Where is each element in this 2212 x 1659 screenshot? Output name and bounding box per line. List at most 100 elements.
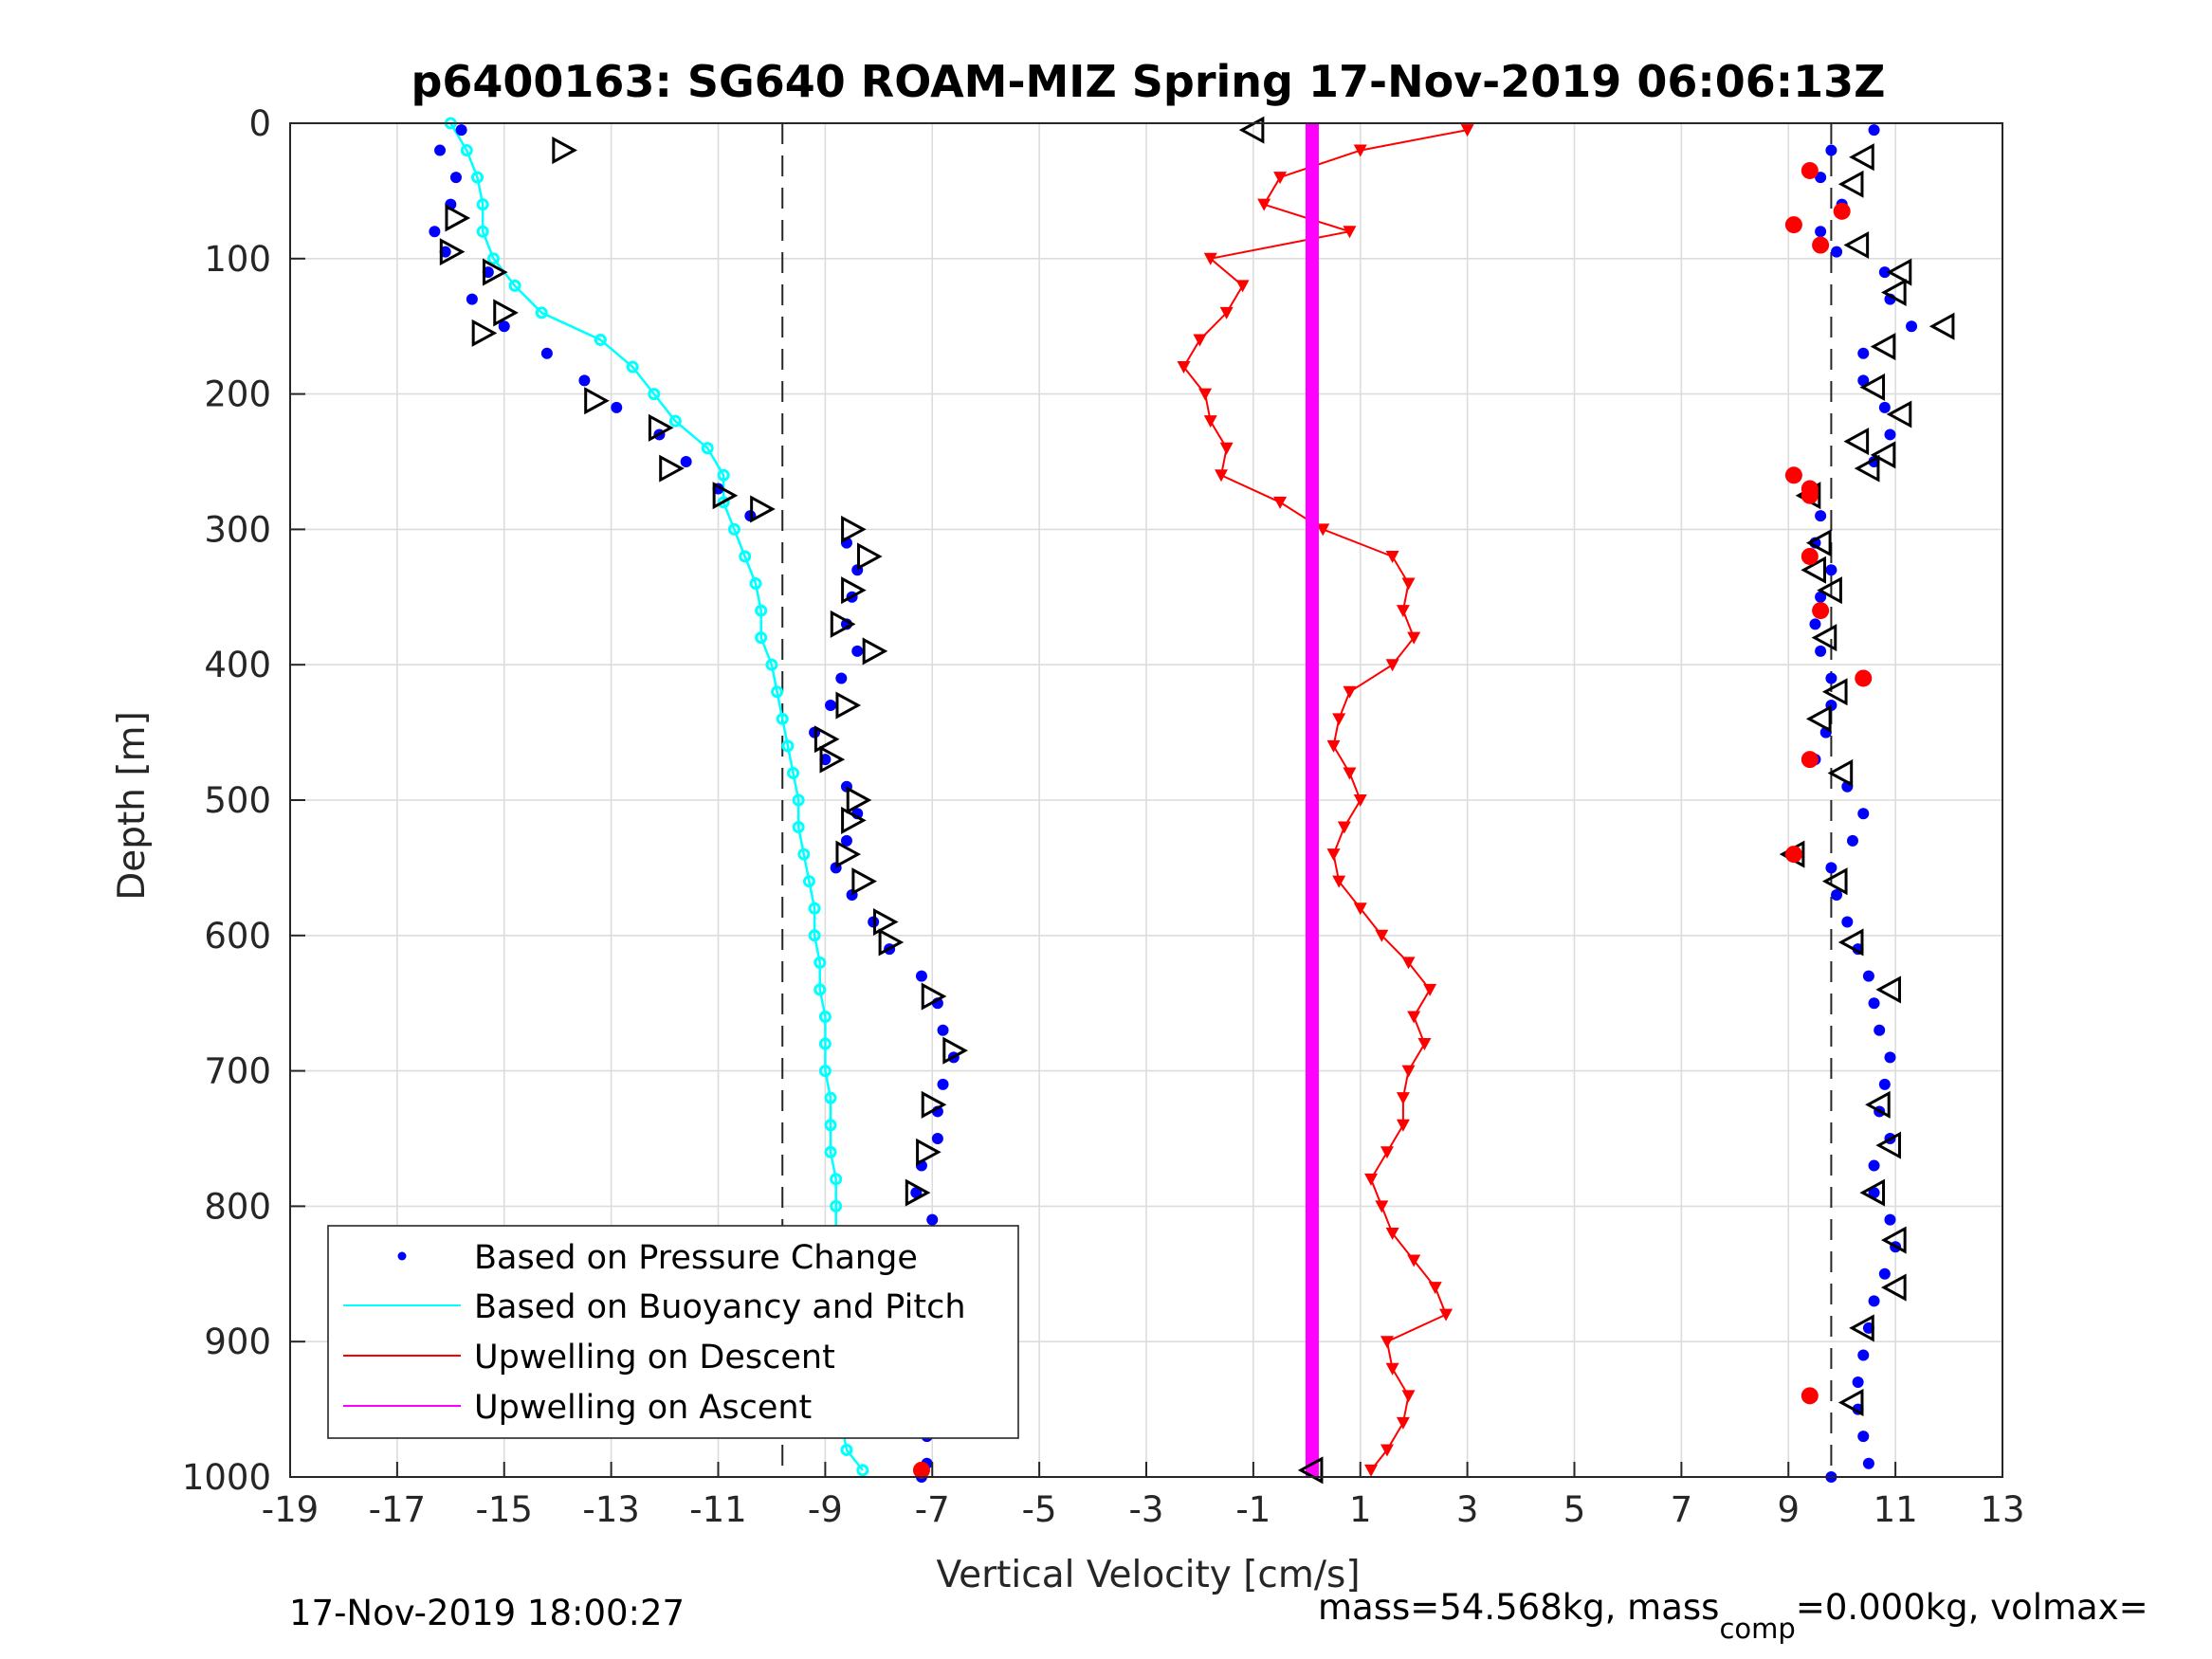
- buoyancy-point: [818, 1065, 832, 1078]
- descent-triangle-marker: [921, 982, 947, 1011]
- upwelling-descent-point: [1396, 1416, 1410, 1430]
- pressure-descent-point: [931, 1133, 943, 1144]
- ascent-triangle-marker: [1880, 1226, 1907, 1254]
- upwelling-descent-point: [1353, 902, 1367, 916]
- ascent-triangle-marker: [1859, 1178, 1886, 1207]
- buoyancy-point: [787, 766, 800, 779]
- upwelling-descent-point: [1375, 929, 1389, 942]
- buoyancy-point: [856, 1464, 869, 1477]
- buoyancy-point: [781, 739, 795, 753]
- descent-triangle-marker: [552, 137, 577, 165]
- y-tick-label: 0: [248, 103, 271, 144]
- tick-layer: -19 -17 -15 -13 -11 -9 -7 -5 -3 -1 1 3 5 7 9 11 13010020…: [182, 103, 2025, 1530]
- ascent-triangle-marker: [1843, 428, 1870, 456]
- pressure-ascent-point: [1862, 1457, 1874, 1469]
- x-tick-label: 13: [1980, 1489, 2024, 1530]
- buoyancy-point: [840, 1443, 853, 1456]
- ascent-triangle-marker: [1821, 678, 1848, 706]
- ascent-triangle-marker: [1880, 278, 1907, 307]
- mass-prefix: mass=54.568kg, mass: [1318, 1587, 1719, 1628]
- pressure-descent-point: [910, 1187, 923, 1199]
- pressure-ascent-point: [1815, 510, 1827, 522]
- upwelling-descent-point: [1219, 442, 1234, 455]
- buoyancy-point: [797, 848, 811, 861]
- pressure-descent-point: [915, 970, 927, 982]
- descent-triangle-marker: [905, 1178, 931, 1207]
- upwelling-descent-point: [1203, 415, 1217, 428]
- descent-triangle-marker: [841, 806, 867, 834]
- y-tick-label: 500: [204, 780, 271, 821]
- ascent-triangle-marker: [1870, 441, 1896, 469]
- buoyancy-point: [818, 1010, 832, 1023]
- descent-triangle-marker: [819, 745, 846, 774]
- upwelling-descent-point: [1353, 144, 1367, 157]
- red-point-marker: [1801, 1387, 1819, 1405]
- x-tick-label: -17: [369, 1489, 426, 1530]
- ascent-triangle-marker: [1854, 454, 1880, 483]
- descent-triangle-marker: [878, 928, 905, 957]
- upwelling-descent-point: [1203, 252, 1217, 265]
- y-tick-label: 1000: [182, 1457, 271, 1498]
- upwelling-descent-point: [1401, 957, 1416, 970]
- buoyancy-point: [830, 1173, 843, 1186]
- pressure-ascent-point: [1878, 1267, 1891, 1280]
- buoyancy-point: [701, 442, 714, 455]
- legend: Based on Pressure Change Based on Buoyan…: [327, 1225, 1019, 1439]
- pressure-ascent-point: [1825, 672, 1837, 684]
- upwelling-descent-point: [1316, 523, 1330, 537]
- buoyancy-point: [802, 875, 815, 888]
- descent-triangle-marker: [921, 1090, 947, 1119]
- legend-label-buoyancy: Based on Buoyancy and Pitch: [474, 1288, 966, 1326]
- buoyancy-point: [824, 1119, 837, 1132]
- marker-layer: [439, 116, 1955, 1485]
- buoyancy-point: [755, 631, 768, 645]
- buoyancy-point: [792, 793, 805, 807]
- upwelling-descent-point: [1337, 821, 1351, 834]
- ascent-triangle-marker: [1849, 1314, 1874, 1342]
- upwelling-descent-point: [1343, 767, 1357, 780]
- upwelling-descent-point: [1407, 631, 1421, 645]
- upwelling-descent-point: [1326, 848, 1341, 862]
- pressure-ascent-point: [1862, 970, 1874, 982]
- x-tick-label: 5: [1563, 1489, 1586, 1530]
- ascent-triangle-marker: [1811, 624, 1837, 652]
- buoyancy-point: [824, 1091, 837, 1104]
- mass-suffix: =0.000kg, volmax=: [1796, 1587, 2148, 1628]
- pressure-ascent-point: [1857, 374, 1870, 387]
- pressure-ascent-point: [1878, 401, 1891, 413]
- upwelling-descent-point: [1273, 496, 1288, 509]
- ascent-triangle-marker: [1238, 116, 1265, 144]
- descent-triangle-marker: [835, 691, 862, 720]
- descent-triangle-marker: [872, 907, 899, 937]
- y-tick-label: 200: [204, 374, 271, 415]
- buoyancy-point: [765, 658, 778, 671]
- descent-triangle-marker: [846, 786, 872, 814]
- legend-label-pressure: Based on Pressure Change: [474, 1239, 918, 1277]
- upwelling-descent-point: [1177, 361, 1191, 374]
- ascent-triangle-marker: [1837, 928, 1864, 957]
- x-tick-label: -19: [262, 1489, 319, 1530]
- descent-triangle-marker: [648, 413, 674, 442]
- pressure-descent-point: [498, 320, 510, 333]
- ascent-triangle-marker: [1875, 975, 1901, 1004]
- buoyancy-point: [755, 604, 768, 617]
- pressure-ascent-point: [1841, 916, 1854, 928]
- descent-triangle-marker: [712, 482, 739, 510]
- pressure-ascent-point: [1831, 888, 1843, 901]
- pressure-ascent-point: [1815, 591, 1827, 603]
- buoyancy-point: [792, 821, 805, 834]
- ascent-triangle-marker: [1827, 758, 1854, 787]
- pressure-ascent-point: [1874, 1024, 1886, 1036]
- buoyancy-point: [818, 1037, 832, 1050]
- buoyancy-point: [739, 550, 752, 563]
- ascent-triangle-marker: [1886, 400, 1912, 428]
- y-tick-label: 400: [204, 645, 271, 685]
- upwelling-descent-point: [1353, 794, 1367, 807]
- ascent-triangle-marker: [1865, 1090, 1891, 1119]
- ascent-triangle-marker: [1870, 333, 1896, 361]
- red-point-marker: [1801, 547, 1819, 565]
- descent-triangle-marker: [835, 840, 862, 868]
- x-tick-label: 9: [1777, 1489, 1800, 1530]
- pressure-ascent-point: [1852, 1376, 1864, 1389]
- red-point-marker: [1855, 669, 1873, 687]
